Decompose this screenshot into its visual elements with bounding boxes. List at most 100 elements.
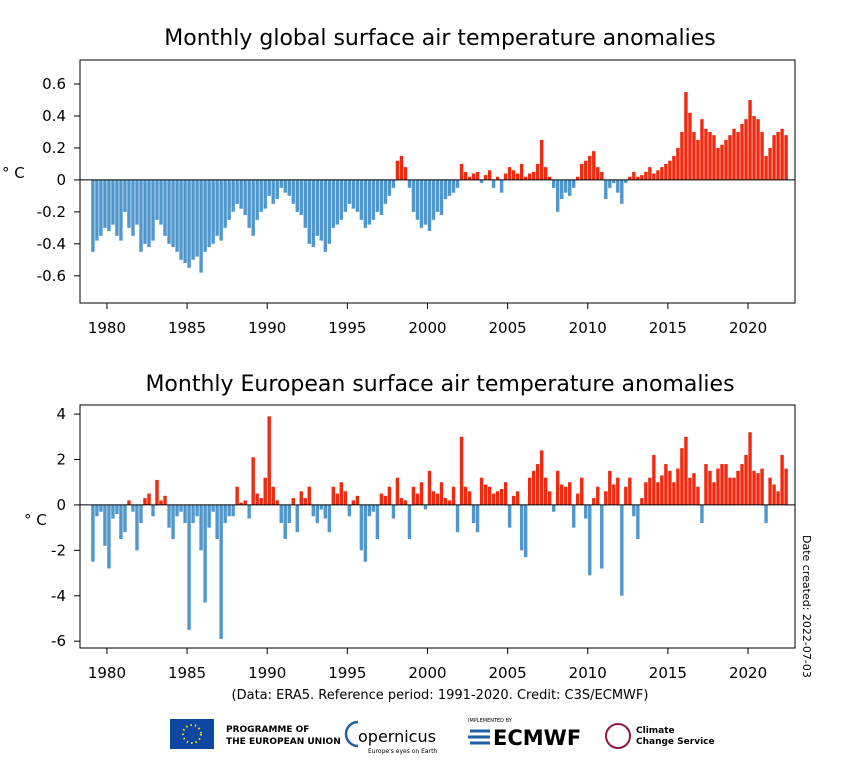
bar <box>279 504 283 524</box>
y-tick-label: 0.2 <box>42 139 66 157</box>
bar <box>419 482 424 505</box>
bar <box>596 486 600 505</box>
bar <box>123 504 127 533</box>
bar <box>624 486 628 505</box>
bar <box>680 448 684 505</box>
bar <box>704 464 708 505</box>
bar <box>339 179 344 220</box>
bar <box>175 179 179 252</box>
bar <box>572 179 576 188</box>
bar <box>764 504 768 524</box>
x-tick-label: 2010 <box>569 664 607 682</box>
bar <box>684 91 688 180</box>
y-axis-label: ° C <box>2 164 25 182</box>
bar <box>612 484 616 505</box>
bar <box>459 436 464 505</box>
bar <box>195 179 199 257</box>
bar <box>215 504 219 539</box>
bar <box>283 504 287 539</box>
bar <box>167 179 171 244</box>
bar <box>375 179 380 212</box>
bar <box>179 504 183 512</box>
bar <box>315 504 319 524</box>
bar <box>107 504 111 569</box>
eu-flag <box>170 719 214 749</box>
bar <box>191 179 195 260</box>
bar <box>371 179 376 220</box>
bar <box>551 504 556 512</box>
bar <box>656 170 660 180</box>
bar <box>776 491 780 505</box>
bar <box>503 173 508 180</box>
copernicus-c <box>344 720 359 748</box>
bar <box>636 176 640 180</box>
bar <box>323 504 328 519</box>
bar <box>720 144 724 180</box>
bar <box>179 179 183 260</box>
bar <box>135 179 139 225</box>
bar <box>199 179 203 273</box>
bar <box>724 139 728 180</box>
bar <box>231 179 235 212</box>
bar <box>391 179 396 188</box>
y-tick-label: -2 <box>51 541 66 559</box>
bar <box>539 139 544 180</box>
bar <box>427 179 432 232</box>
bar <box>736 131 740 180</box>
bar <box>343 179 348 212</box>
bar <box>139 504 143 524</box>
bar <box>652 454 656 505</box>
bar <box>95 504 99 517</box>
c3s-mark <box>605 723 631 749</box>
bar <box>183 179 187 264</box>
bar <box>475 504 480 533</box>
bar <box>543 167 548 180</box>
bar <box>163 179 167 236</box>
bar <box>227 504 231 517</box>
bar <box>111 504 115 519</box>
bar <box>732 477 736 505</box>
bar <box>299 491 303 505</box>
bar <box>155 179 159 220</box>
bar <box>748 99 752 180</box>
bar <box>295 504 299 533</box>
bar <box>475 171 480 180</box>
bar <box>231 504 235 517</box>
bar <box>780 454 784 505</box>
bar <box>628 176 632 180</box>
bar <box>584 504 588 519</box>
bar <box>219 504 223 639</box>
chart-title: Monthly global surface air temperature a… <box>164 26 715 51</box>
bar <box>527 477 532 505</box>
bar <box>95 179 99 241</box>
bar <box>660 475 664 505</box>
bar <box>307 179 311 244</box>
bar <box>375 504 380 539</box>
bar <box>171 504 175 539</box>
bar <box>632 504 636 517</box>
bar <box>592 498 596 505</box>
bar <box>584 160 588 180</box>
bar <box>115 504 119 515</box>
y-tick-label: -6 <box>51 632 66 650</box>
y-tick-label: 2 <box>56 451 66 469</box>
bar <box>728 477 732 505</box>
bar <box>383 495 388 505</box>
bar <box>692 473 696 505</box>
bar <box>151 504 155 517</box>
bar <box>592 151 596 180</box>
bar <box>588 504 592 576</box>
x-tick-label: 1990 <box>248 664 286 682</box>
bar <box>363 179 368 228</box>
bar <box>668 160 672 180</box>
x-tick-label: 2005 <box>489 664 527 682</box>
bar <box>660 167 664 180</box>
x-tick-label: 2020 <box>729 664 767 682</box>
bar <box>564 179 568 193</box>
x-tick-label: 1990 <box>248 319 286 337</box>
bar <box>451 179 456 193</box>
bar <box>760 131 764 180</box>
x-tick-label: 2000 <box>408 664 446 682</box>
bar <box>624 179 628 184</box>
